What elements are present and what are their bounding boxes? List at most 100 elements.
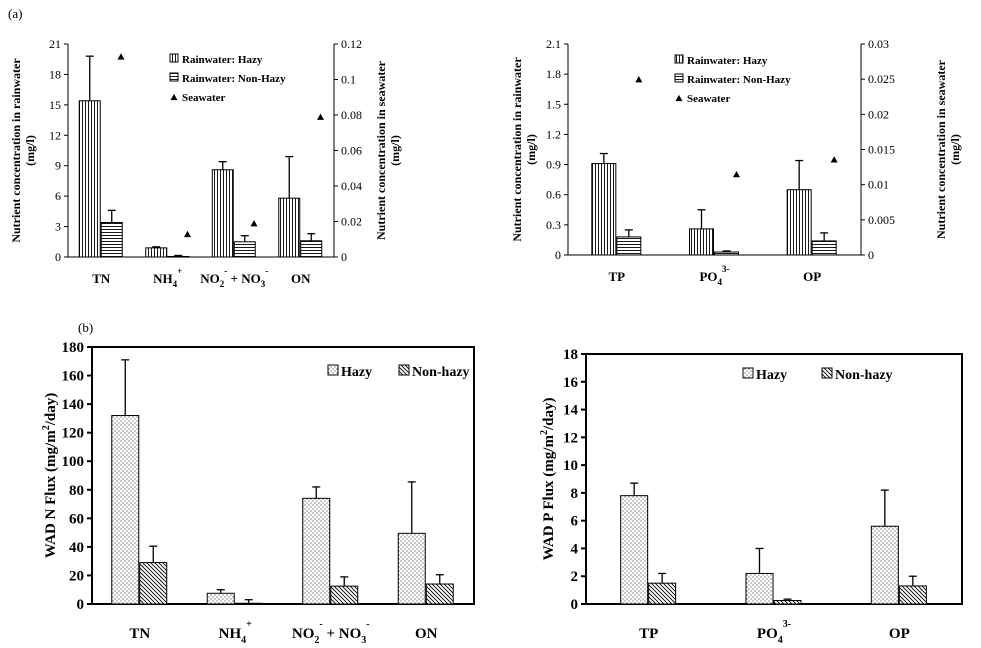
y-tick-label: 0 bbox=[77, 597, 85, 613]
legend: Rainwater: Hazy Rainwater: Non-Hazy Seawat… bbox=[169, 53, 286, 104]
y-axis-title-unit: (mg/l) bbox=[23, 135, 37, 166]
marker-seawater bbox=[830, 156, 838, 163]
error-bar-non-hazy bbox=[307, 233, 316, 241]
y-tick-label: 0 bbox=[55, 250, 61, 264]
y2-axis-title: Nutrient concentration in seawater bbox=[934, 59, 948, 239]
panel-label-a: (a) bbox=[8, 6, 22, 21]
legend-label: Rainwater: Hazy bbox=[182, 54, 263, 66]
bar-non-hazy bbox=[234, 602, 263, 605]
legend: Rainwater: Hazy Rainwater: Non-Hazy Seawat… bbox=[674, 54, 791, 105]
y-tick-label: 0 bbox=[571, 597, 579, 613]
bar-hazy bbox=[302, 497, 331, 605]
bar-non-hazy bbox=[167, 255, 190, 258]
legend-swatch bbox=[169, 72, 179, 82]
y2-tick-label: 0.06 bbox=[341, 144, 362, 158]
bar-hazy bbox=[745, 572, 774, 605]
bar-hazy bbox=[870, 525, 899, 605]
error-bar-hazy bbox=[630, 482, 639, 496]
y-tick-label: 18 bbox=[49, 67, 61, 81]
x-tick-label: PO43- bbox=[757, 619, 791, 646]
marker-seawater bbox=[184, 230, 191, 238]
bar-non-hazy bbox=[898, 585, 927, 605]
legend-swatch bbox=[169, 53, 179, 63]
legend: Hazy Non-hazy bbox=[742, 367, 893, 383]
y-tick-label: 160 bbox=[62, 369, 85, 385]
legend-marker-seawater bbox=[675, 94, 683, 102]
error-bar-non-hazy bbox=[908, 575, 917, 586]
y-tick-label: 2 bbox=[571, 569, 579, 585]
y-tick-label: 0 bbox=[555, 248, 561, 262]
error-bar-hazy bbox=[152, 246, 161, 248]
y-tick-label: 0.6 bbox=[546, 188, 561, 202]
bar-hazy bbox=[591, 163, 617, 256]
y-tick-label: 100 bbox=[62, 454, 85, 470]
y-tick-label: 120 bbox=[62, 426, 85, 442]
y2-tick-label: 0.025 bbox=[868, 72, 895, 86]
error-bar-hazy bbox=[85, 55, 94, 101]
y2-tick-label: 0 bbox=[341, 250, 347, 264]
x-tick-label: NO2- + NO3- bbox=[200, 266, 268, 289]
x-tick-label: PO43- bbox=[699, 264, 729, 287]
bar-non-hazy bbox=[648, 582, 677, 605]
legend-swatch bbox=[742, 367, 754, 379]
y-tick-label: 10 bbox=[563, 458, 578, 474]
y-tick-label: 8 bbox=[571, 486, 579, 502]
y-tick-label: 140 bbox=[62, 397, 85, 413]
bar-hazy bbox=[278, 197, 301, 258]
y-tick-label: 9 bbox=[55, 159, 61, 173]
y-tick-label: 12 bbox=[49, 128, 61, 142]
y-axis-title: WAD N Flux (mg/m2/day) bbox=[41, 393, 59, 558]
bar-hazy bbox=[78, 100, 101, 258]
legend-swatch bbox=[674, 54, 684, 64]
y2-tick-label: 0.1 bbox=[341, 73, 356, 87]
y-tick-label: 21 bbox=[49, 37, 61, 51]
x-tick-label: OP bbox=[889, 626, 910, 642]
y-axis-title: WAD P Flux (mg/m2/day) bbox=[539, 398, 557, 561]
y2-tick-label: 0.03 bbox=[868, 37, 889, 51]
y2-tick-label: 0.02 bbox=[868, 107, 889, 121]
error-bar-hazy bbox=[880, 489, 889, 527]
y2-tick-label: 0 bbox=[868, 248, 874, 262]
bar-hazy bbox=[111, 415, 140, 605]
marker-seawater bbox=[117, 53, 125, 60]
marker-seawater bbox=[733, 170, 740, 178]
error-bar-hazy bbox=[755, 547, 764, 574]
chart-wad-nitrogen-flux: 0 20 40 60 80 100 120 140 160 180 WAD N Flux (mg/m… bbox=[41, 340, 475, 646]
error-bar-non-hazy bbox=[240, 235, 249, 242]
error-bar-hazy bbox=[795, 159, 804, 190]
bar-non-hazy bbox=[330, 585, 359, 605]
error-bar-hazy bbox=[407, 481, 416, 534]
legend-label: Non-hazy bbox=[412, 365, 470, 380]
error-bar-hazy bbox=[697, 209, 706, 229]
chart-wad-phosphorus-flux: 0 2 4 6 8 10 12 14 16 18 WAD P Flux (mg/m2/day) TP P… bbox=[539, 347, 963, 646]
legend-swatch bbox=[327, 364, 339, 376]
bar-non-hazy bbox=[425, 583, 454, 605]
legend-label: Rainwater: Hazy bbox=[687, 55, 768, 67]
y-tick-label: 16 bbox=[563, 375, 579, 391]
error-bar-hazy bbox=[312, 486, 321, 499]
error-bar-hazy bbox=[218, 161, 227, 170]
x-tick-label: NO2- + NO3- bbox=[292, 619, 370, 646]
y-tick-label: 60 bbox=[69, 511, 84, 527]
plot-frame bbox=[91, 346, 475, 605]
y2-tick-label: 0.005 bbox=[868, 213, 895, 227]
error-bar-non-hazy bbox=[435, 574, 444, 585]
error-bar-non-hazy bbox=[820, 232, 829, 241]
x-tick-label: TN bbox=[129, 626, 150, 642]
bar-hazy bbox=[620, 495, 649, 605]
error-bar-non-hazy bbox=[107, 209, 116, 223]
marker-seawater bbox=[250, 220, 258, 227]
bar-hazy bbox=[211, 169, 234, 258]
chart-rainwater-phosphorus: 0 0.3 0.6 0.9 1.2 1.5 1.8 2.1 0 0.005 0.01 0.015 0.0… bbox=[510, 37, 962, 287]
y-tick-label: 20 bbox=[69, 568, 84, 584]
legend-marker-seawater bbox=[170, 93, 178, 101]
y2-tick-label: 0.08 bbox=[341, 108, 362, 122]
x-tick-label: TP bbox=[609, 269, 626, 284]
y-axis-title: Nutrient concentration in rainwater bbox=[510, 57, 524, 242]
legend: Hazy Non-hazy bbox=[327, 364, 470, 380]
y2-axis-title-unit: (mg/l) bbox=[948, 134, 962, 165]
x-tick-label: NH4+ bbox=[153, 266, 182, 289]
y-tick-label: 1.8 bbox=[546, 67, 561, 81]
y2-tick-label: 0.12 bbox=[341, 37, 362, 51]
